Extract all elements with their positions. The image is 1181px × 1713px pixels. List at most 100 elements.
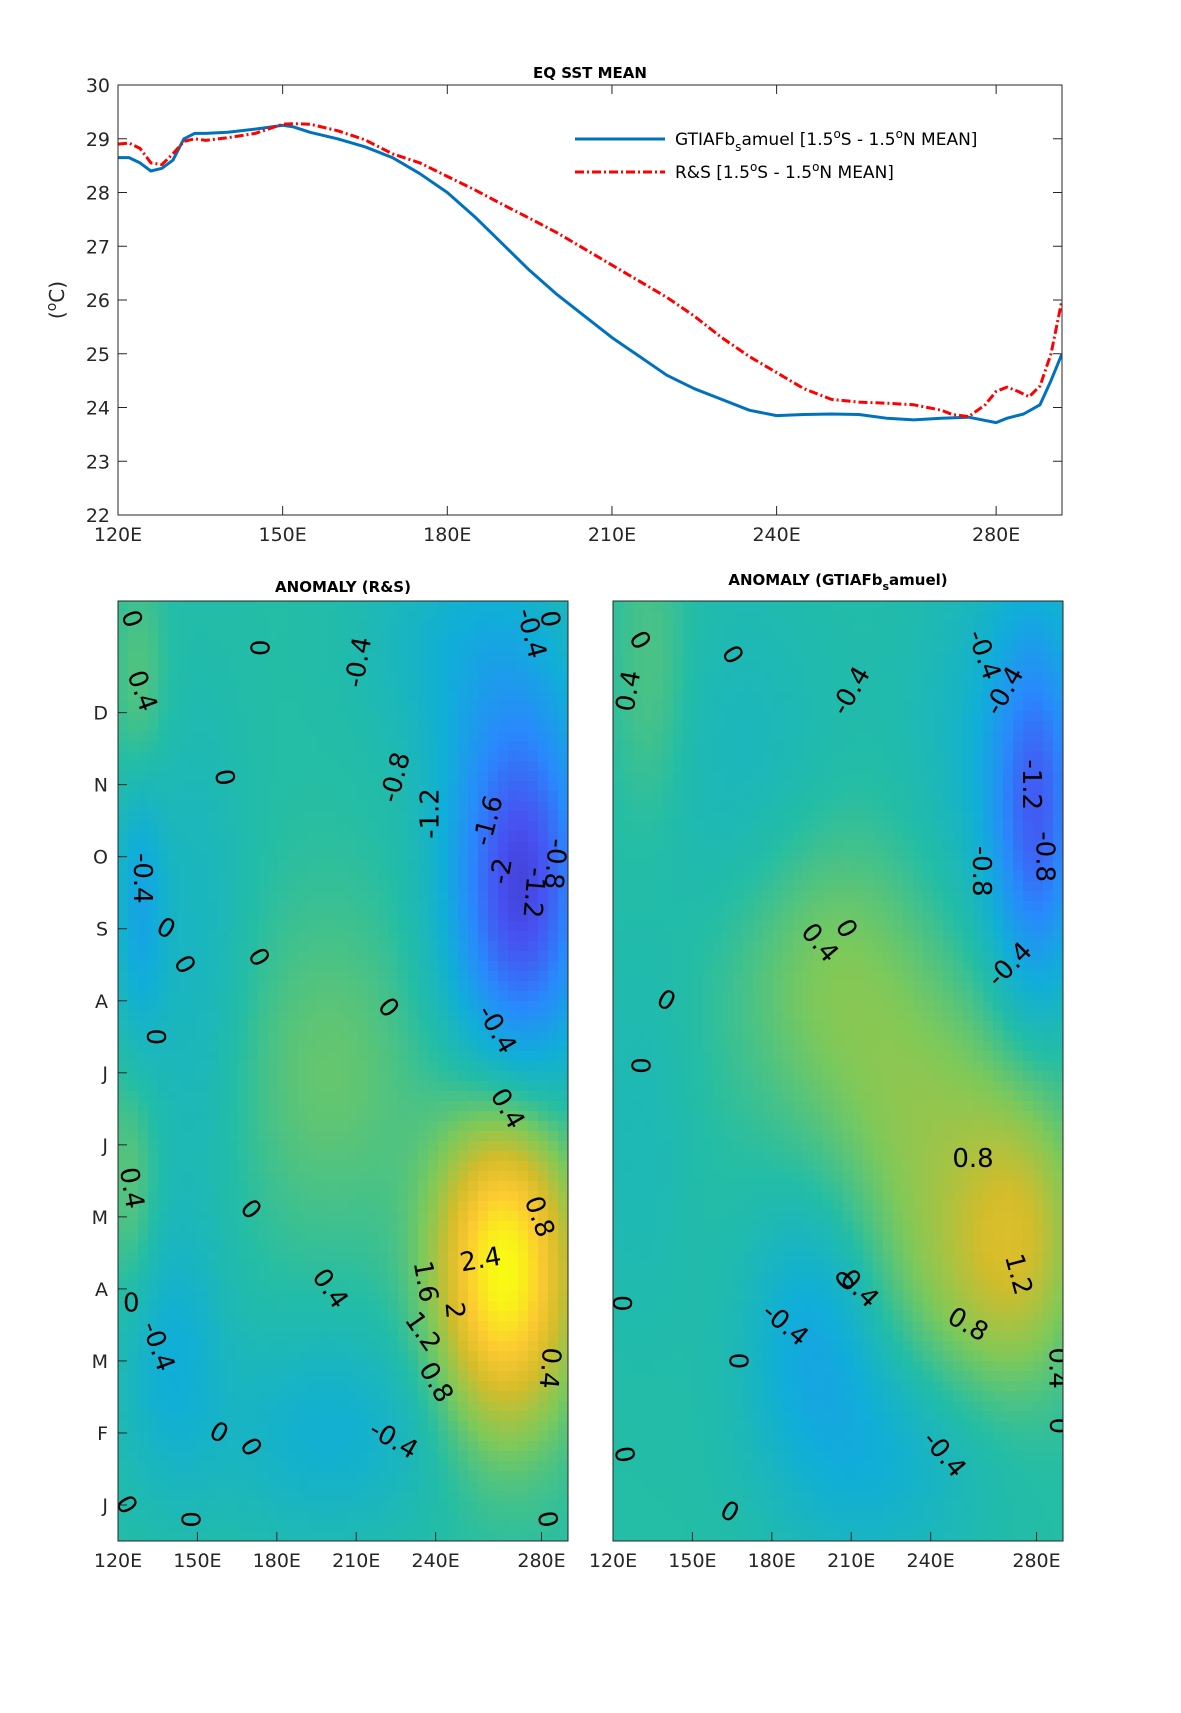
heatmap-cell xyxy=(508,1211,519,1222)
heatmap-cell xyxy=(218,1071,229,1082)
heatmap-cell xyxy=(218,1361,229,1372)
heatmap-cell xyxy=(1043,621,1054,632)
heatmap-cell xyxy=(863,711,874,722)
heatmap-cell xyxy=(258,921,269,932)
heatmap-cell xyxy=(518,1451,529,1462)
heatmap-cell xyxy=(288,961,299,972)
heatmap-cell xyxy=(358,1011,369,1022)
heatmap-cell xyxy=(168,1031,179,1042)
heatmap-cell xyxy=(428,1111,439,1122)
heatmap-cell xyxy=(228,801,239,812)
heatmap-cell xyxy=(248,1521,259,1532)
heatmap-cell xyxy=(298,1501,309,1512)
heatmap-cell xyxy=(188,1491,199,1502)
heatmap-cell xyxy=(1053,721,1063,732)
heatmap-cell xyxy=(398,1151,409,1162)
heatmap-cell xyxy=(188,771,199,782)
heatmap-cell xyxy=(318,691,329,702)
heatmap-cell xyxy=(498,651,509,662)
heatmap-cell xyxy=(538,701,549,712)
heatmap-cell xyxy=(158,1211,169,1222)
heatmap-cell xyxy=(148,1361,159,1372)
heatmap-cell xyxy=(348,1011,359,1022)
heatmap-cell xyxy=(983,721,994,732)
heatmap-cell xyxy=(558,1521,568,1532)
heatmap-cell xyxy=(298,1021,309,1032)
heatmap-cell xyxy=(538,711,549,722)
heatmap-cell xyxy=(228,1251,239,1262)
heatmap-cell xyxy=(158,1181,169,1192)
heatmap-cell xyxy=(158,1501,169,1512)
heatmap-cell xyxy=(703,701,714,712)
heatmap-cell xyxy=(218,1291,229,1302)
heatmap-cell xyxy=(218,641,229,652)
heatmap-cell xyxy=(438,1461,449,1472)
heatmap-cell xyxy=(398,761,409,772)
heatmap-cell xyxy=(148,991,159,1002)
heatmap-cell xyxy=(128,841,139,852)
heatmap-cell xyxy=(388,1381,399,1392)
heatmap-cell xyxy=(238,661,249,672)
heatmap-cell xyxy=(713,681,724,692)
heatmap-cell xyxy=(168,961,179,972)
heatmap-cell xyxy=(398,811,409,822)
legend-label-rs: R&S [1.5oS - 1.5oN MEAN] xyxy=(675,160,894,183)
heatmap-cell xyxy=(158,1471,169,1482)
heatmap-cell xyxy=(518,851,529,862)
mean-y-tick-label: 26 xyxy=(86,290,110,312)
heatmap-cell xyxy=(438,1341,449,1352)
heatmap-cell xyxy=(368,601,379,612)
heatmap-cell xyxy=(613,651,624,662)
heatmap-cell xyxy=(508,781,519,792)
heatmap-cell xyxy=(418,841,429,852)
heatmap-cell xyxy=(833,681,844,692)
heatmap-cell xyxy=(418,761,429,772)
heatmap-cell xyxy=(168,1341,179,1352)
heatmap-cell xyxy=(468,731,479,742)
heatmap-cell xyxy=(238,621,249,632)
heatmap-cell xyxy=(238,811,249,822)
heatmap-cell xyxy=(198,831,209,842)
heatmap-cell xyxy=(408,781,419,792)
heatmap-cell xyxy=(528,921,539,932)
heatmap-cell xyxy=(478,1261,489,1272)
heatmap-cell xyxy=(488,891,499,902)
heatmap-cell xyxy=(348,1461,359,1472)
heatmap-cell xyxy=(208,931,219,942)
heatmap-cell xyxy=(138,841,149,852)
heatmap-cell xyxy=(623,661,634,672)
heatmap-cell xyxy=(478,671,489,682)
heatmap-cell xyxy=(118,1041,129,1052)
heatmap-cell xyxy=(348,821,359,832)
heatmap-cell xyxy=(378,1381,389,1392)
heatmap-cell xyxy=(388,661,399,672)
heatmap-cell xyxy=(743,711,754,722)
heatmap-cell xyxy=(508,961,519,972)
heatmap-cell xyxy=(328,1281,339,1292)
heatmap-cell xyxy=(118,1121,129,1132)
heatmap-cell xyxy=(498,781,509,792)
heatmap-cell xyxy=(128,1261,139,1272)
heatmap-cell xyxy=(903,721,914,732)
heatmap-cell xyxy=(278,1461,289,1472)
heatmap-cell xyxy=(218,1101,229,1112)
heatmap-cell xyxy=(418,751,429,762)
heatmap-cell xyxy=(298,1301,309,1312)
heatmap-cell xyxy=(438,1391,449,1402)
heatmap-cell xyxy=(278,1191,289,1202)
heatmap-cell xyxy=(248,801,259,812)
heatmap-cell xyxy=(168,1361,179,1372)
heatmap-cell xyxy=(148,1251,159,1262)
heatmap-cell xyxy=(663,651,674,662)
heatmap-cell xyxy=(408,1321,419,1332)
heatmap-cell xyxy=(488,831,499,842)
heatmap-cell xyxy=(238,1381,249,1392)
heatmap-cell xyxy=(528,741,539,752)
heatmap-cell xyxy=(318,821,329,832)
heatmap-cell xyxy=(388,791,399,802)
heatmap-cell xyxy=(438,1071,449,1082)
heatmap-cell xyxy=(438,681,449,692)
heatmap-cell xyxy=(318,671,329,682)
heatmap-cell xyxy=(178,791,189,802)
heatmap-cell xyxy=(188,1151,199,1162)
